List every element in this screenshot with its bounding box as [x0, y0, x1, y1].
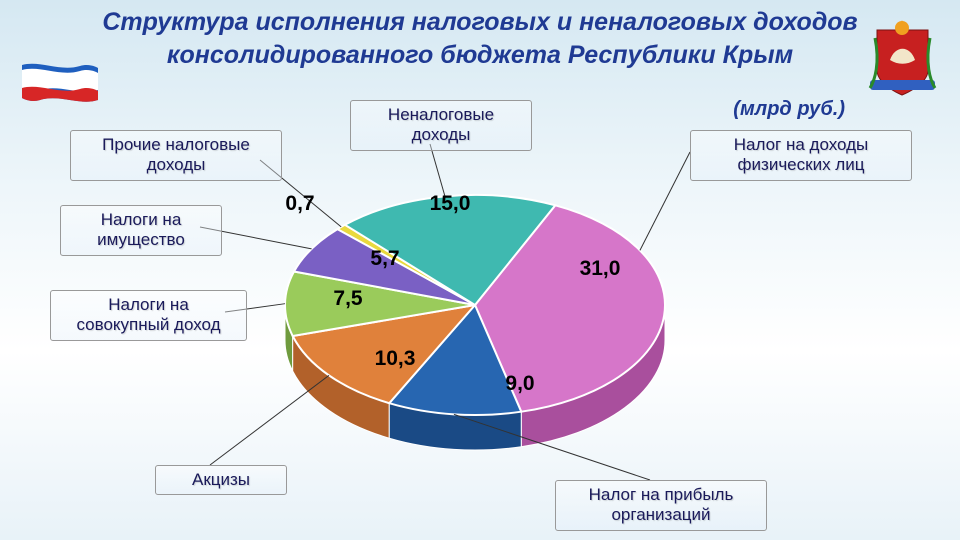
- callout-line: [430, 144, 445, 196]
- title-line1: Структура исполнения налоговых и неналог…: [102, 8, 857, 36]
- slice-value: 9,0: [505, 372, 534, 395]
- slice-value: 7,5: [333, 287, 363, 310]
- label-nenalog: Неналоговые доходы: [350, 100, 532, 151]
- callout-line: [640, 152, 690, 250]
- pie-chart: 31,0 9,0 10,3 7,5 5,7 0,7 15,0 Налог на доходы…: [0, 95, 960, 535]
- label-sovokup: Налоги на совокупный доход: [50, 290, 247, 341]
- label-pribyl: Налог на прибыль организаций: [555, 480, 767, 531]
- slice-value: 5,7: [370, 247, 399, 270]
- slice-value: 10,3: [375, 347, 416, 370]
- title-line2: консолидированного бюджета Республики Кр…: [167, 41, 793, 69]
- callout-line: [210, 375, 329, 465]
- slice-value: 31,0: [580, 257, 621, 280]
- label-akcizy: Акцизы: [155, 465, 287, 495]
- slice-value: 15,0: [430, 192, 471, 215]
- label-imush: Налоги на имущество: [60, 205, 222, 256]
- chart-title: Структура исполнения налоговых и неналог…: [40, 6, 920, 71]
- label-ndfI: Налог на доходы физических лиц: [690, 130, 912, 181]
- label-prochie: Прочие налоговые доходы: [70, 130, 282, 181]
- crimea-coat-of-arms-icon: [865, 20, 940, 100]
- slice-value: 0,7: [285, 192, 314, 215]
